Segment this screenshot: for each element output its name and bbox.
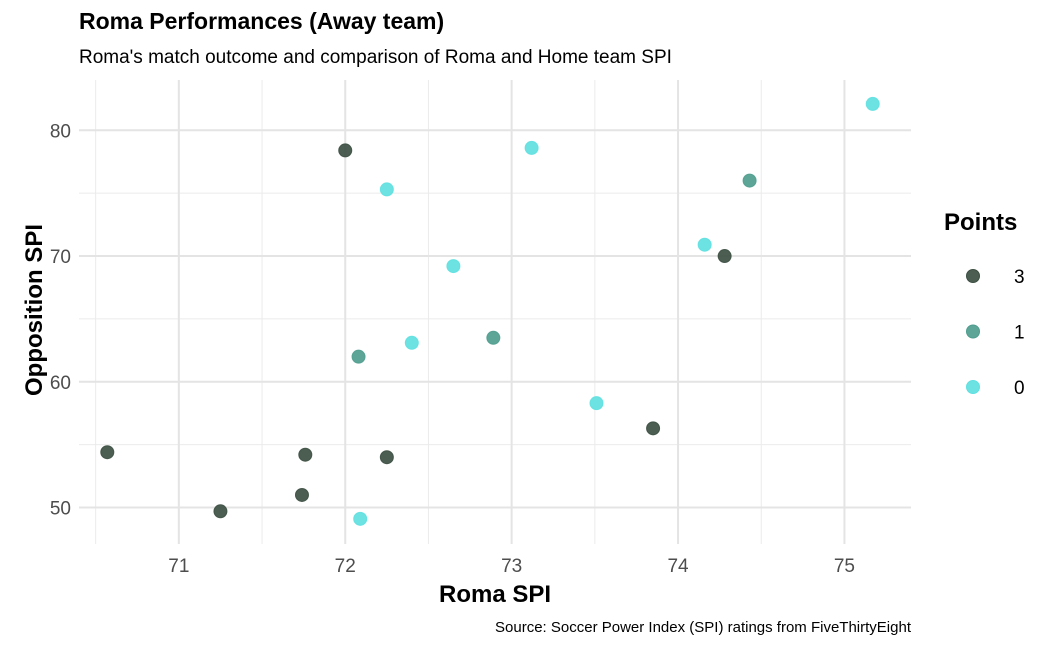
scatter-point-points-0 — [404, 335, 419, 350]
legend-title: Points — [944, 209, 1017, 236]
scatter-point-points-3 — [338, 143, 353, 158]
scatter-point-points-1 — [351, 349, 366, 364]
chart-subtitle: Roma's match outcome and comparison of R… — [79, 47, 672, 68]
scatter-point-points-3 — [646, 421, 661, 436]
scatter-point-points-0 — [379, 182, 394, 197]
scatter-point-points-0 — [524, 140, 539, 155]
chart-title: Roma Performances (Away team) — [79, 8, 445, 34]
x-tick-label: 75 — [834, 556, 855, 577]
x-axis-title: Roma SPI — [439, 581, 551, 608]
scatter-point-points-1 — [742, 173, 757, 188]
scatter-point-points-3 — [379, 450, 394, 465]
legend-key-0 — [966, 380, 980, 394]
scatter-point-points-0 — [589, 396, 604, 411]
x-tick-label: 72 — [335, 556, 356, 577]
scatter-point-points-3 — [717, 249, 732, 264]
scatter-point-points-3 — [100, 445, 115, 460]
y-axis-title: Opposition SPI — [21, 224, 48, 396]
axis-ticks: 71 72 73 74 75 50 60 70 80 — [50, 121, 855, 577]
scatter-point-points-1 — [486, 330, 501, 345]
y-tick-label: 70 — [50, 247, 71, 268]
scatter-point-points-0 — [865, 96, 880, 111]
y-tick-label: 60 — [50, 373, 71, 394]
legend-label-1: 1 — [1014, 323, 1025, 344]
x-tick-label: 71 — [168, 556, 189, 577]
data-points — [100, 96, 880, 526]
x-tick-label: 74 — [667, 556, 689, 577]
scatter-point-points-3 — [213, 504, 228, 519]
legend-label-3: 3 — [1014, 267, 1025, 288]
scatter-point-points-0 — [697, 237, 712, 252]
scatter-point-points-0 — [446, 259, 461, 274]
scatter-point-points-3 — [298, 447, 313, 462]
legend-label-0: 0 — [1014, 378, 1025, 399]
legend-key-3 — [966, 269, 980, 283]
chart-caption: Source: Soccer Power Index (SPI) ratings… — [495, 619, 911, 636]
grid-lines — [79, 80, 911, 544]
legend-key-1 — [966, 324, 980, 339]
legend: Points 3 1 0 — [944, 209, 1025, 399]
scatter-point-points-3 — [294, 487, 309, 502]
x-tick-label: 73 — [501, 556, 522, 577]
y-tick-label: 80 — [50, 121, 71, 142]
y-tick-label: 50 — [50, 499, 71, 520]
scatter-point-points-0 — [353, 511, 368, 526]
